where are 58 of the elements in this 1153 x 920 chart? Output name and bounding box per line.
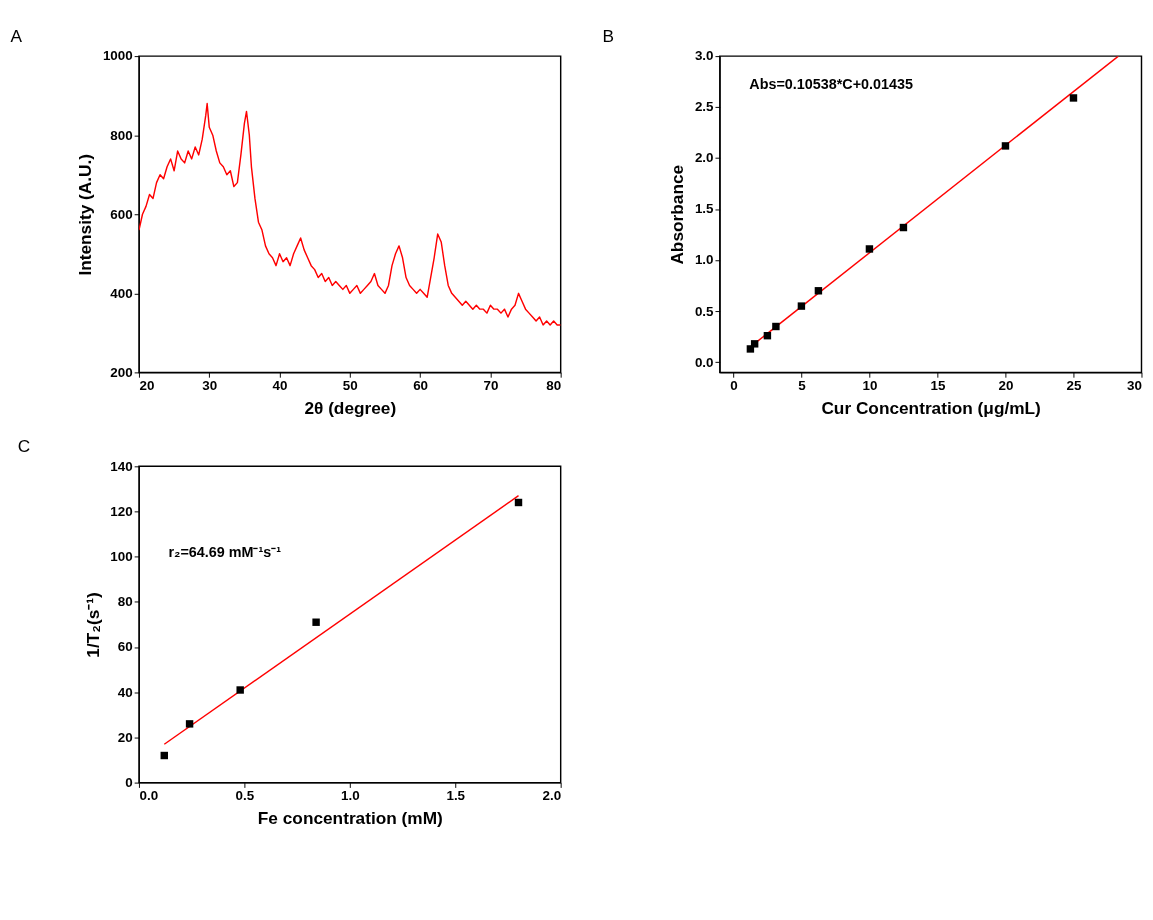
chart-title: A [10,25,23,46]
x-tick-label: 15 [930,378,946,394]
line-series [138,102,561,326]
y-tick-label: 1.5 [694,201,715,217]
x-tick-label: 0.0 [139,788,159,804]
y-tick-label: 2.5 [694,99,715,115]
x-axis-title: 2θ (degree) [304,398,397,419]
y-tick-label: 120 [110,503,133,519]
x-tick-label: 30 [202,378,218,394]
y-tick-label: 400 [110,285,133,301]
y-tick-label: 3.0 [694,48,714,64]
y-tick-label: 0 [125,774,133,790]
point [797,302,806,310]
y-tick-label: 20 [117,729,133,745]
y-tick-label: 800 [110,127,133,143]
annotation: Abs=0.10538*C+0.01435 [749,76,913,93]
x-tick-label: 1.0 [340,788,360,804]
x-tick-label: 1.5 [446,788,466,804]
y-tick-label: 80 [117,594,133,610]
x-tick-label: 70 [483,378,499,394]
x-tick-label: 2.0 [542,788,562,804]
y-tick-label: 600 [110,206,133,222]
x-tick-label: 20 [139,378,155,394]
x-tick-label: 50 [342,378,358,394]
y-axis-title: 1/T₂(s⁻¹) [82,592,103,658]
chart-title: C [17,435,31,456]
y-tick-label: 0.0 [694,354,714,370]
annotation: r₂=64.69 mM⁻¹s⁻¹ [168,543,282,560]
x-axis-title: Fe concentration (mM) [257,808,443,829]
y-tick-label: 1000 [102,48,133,64]
chart-title: B [602,25,614,46]
x-tick-label: 0.5 [235,788,255,804]
y-axis-title: Intensity (A.U.) [75,153,96,276]
point [865,245,874,253]
x-tick-label: 30 [1127,378,1142,394]
x-tick-label: 5 [798,378,807,394]
point [1001,142,1010,150]
point [772,322,780,331]
y-tick-label: 0.5 [694,303,715,319]
x-tick-label: 10 [862,378,878,394]
x-tick-label: 25 [1066,378,1082,394]
x-tick-label: 60 [413,378,429,394]
y-tick-label: 60 [117,639,133,655]
x-tick-label: 80 [546,378,562,394]
x-axis-title: Cur Concentration (μg/mL) [821,398,1041,419]
y-tick-label: 200 [110,364,133,380]
y-tick-label: 2.0 [694,150,714,166]
y-tick-label: 1.0 [694,252,714,268]
y-tick-label: 100 [110,549,133,565]
point [1069,94,1078,102]
y-tick-label: 140 [110,458,133,474]
x-tick-label: 0 [730,378,738,394]
x-tick-label: 20 [998,378,1014,394]
point [814,287,823,295]
y-tick-label: 40 [117,684,133,700]
y-axis-title: Absorbance [667,164,688,265]
x-tick-label: 40 [272,378,288,394]
point [750,340,759,348]
